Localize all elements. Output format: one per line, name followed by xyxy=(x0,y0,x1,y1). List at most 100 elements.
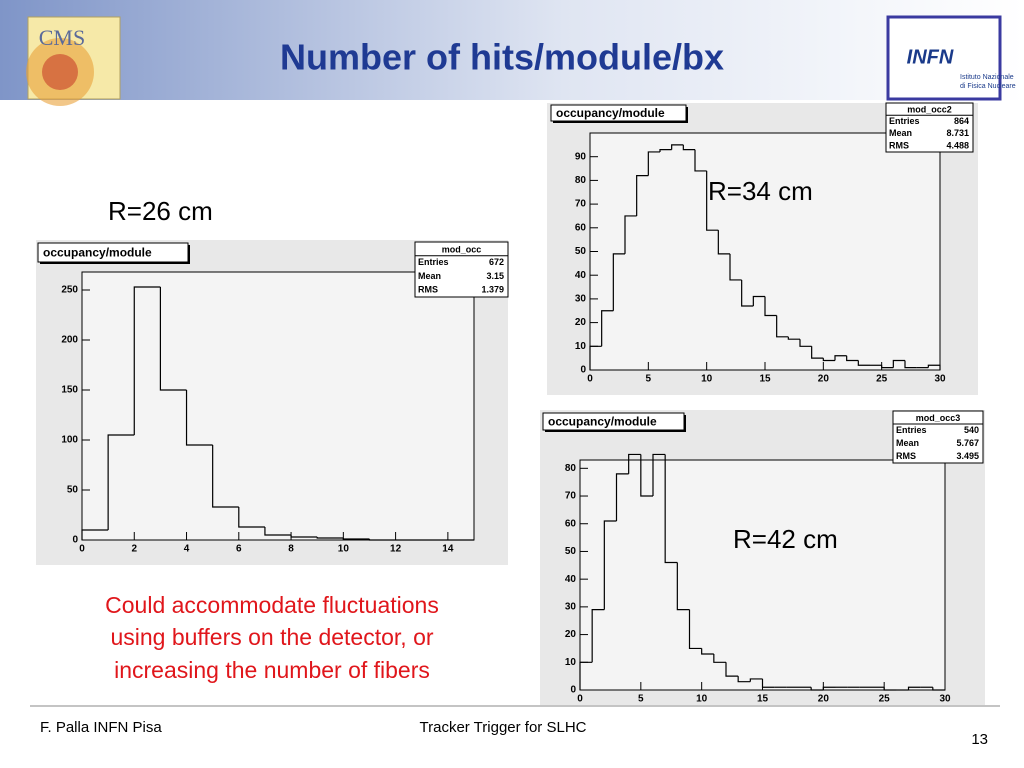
stats-box xyxy=(414,241,509,298)
x-tick-label: 30 xyxy=(934,374,946,385)
stats-name: mod_occ xyxy=(442,244,482,254)
stats-value: 540 xyxy=(964,425,979,435)
histogram-bin xyxy=(579,661,593,690)
plot-frame xyxy=(589,132,941,371)
histogram-bin xyxy=(612,253,625,311)
histogram-bin xyxy=(857,360,870,366)
histogram-bin xyxy=(701,648,714,655)
stats-value: 8.731 xyxy=(946,128,969,138)
stats-box xyxy=(885,102,974,153)
y-tick-label: 250 xyxy=(61,285,78,296)
histogram-bin xyxy=(764,296,777,317)
histogram-bin xyxy=(652,453,666,497)
plot-title: occupancy/module xyxy=(43,246,152,260)
histogram-bin xyxy=(159,287,187,391)
stats-value: 3.495 xyxy=(956,451,979,461)
infn-logo: INFN Istituto Nazionale di Fisica Nuclea… xyxy=(886,15,1016,101)
histogram-bin xyxy=(264,527,292,536)
x-tick-label: 6 xyxy=(236,544,242,555)
y-tick-label: 200 xyxy=(61,335,78,346)
logo-subtext: Istituto Nazionale xyxy=(960,74,1014,81)
y-tick-label: 150 xyxy=(61,385,78,396)
annotation: R=34 cm xyxy=(708,176,813,206)
x-tick-label: 10 xyxy=(701,374,713,385)
x-tick-label: 12 xyxy=(390,544,402,555)
histogram-bin xyxy=(603,520,617,610)
x-tick-label: 14 xyxy=(442,544,454,555)
histogram-bin xyxy=(776,315,789,338)
x-tick-label: 20 xyxy=(818,374,830,385)
slide-title: Number of hits/module/bx xyxy=(280,37,724,78)
x-tick-label: 25 xyxy=(876,374,888,385)
y-tick-label: 60 xyxy=(565,518,577,529)
histogram-bin xyxy=(927,364,941,370)
stats-value: 4.488 xyxy=(946,140,969,150)
x-tick-label: 25 xyxy=(879,694,891,705)
cms-logo: CMS xyxy=(26,16,121,106)
y-tick-label: 100 xyxy=(61,435,78,446)
histogram-bin xyxy=(676,562,690,611)
stats-label: RMS xyxy=(896,451,916,461)
x-tick-label: 30 xyxy=(939,694,951,705)
histogram-bin xyxy=(589,345,602,370)
stats-label: Entries xyxy=(418,257,449,267)
histogram-bin xyxy=(664,454,678,564)
y-tick-label: 0 xyxy=(72,535,78,546)
histogram-bin xyxy=(907,686,921,690)
histogram-bin xyxy=(822,686,836,690)
histogram-bin xyxy=(238,507,265,528)
title-box xyxy=(550,104,687,122)
y-tick-label: 20 xyxy=(575,317,587,328)
stats-name: mod_occ2 xyxy=(907,105,952,115)
histogram-bin xyxy=(185,390,213,446)
stats-value: 864 xyxy=(954,116,969,126)
plot-frame xyxy=(579,459,946,691)
stats-label: Mean xyxy=(418,271,441,281)
histogram-bin xyxy=(834,355,847,361)
histogram-bin xyxy=(591,609,605,663)
histogram-bin xyxy=(881,365,894,369)
histogram-bin xyxy=(212,445,239,508)
histogram-bin xyxy=(725,662,739,677)
histogram-bin xyxy=(892,359,905,368)
stats-label: Mean xyxy=(889,128,912,138)
histogram-bin xyxy=(729,253,742,281)
histogram-bin xyxy=(624,215,637,254)
y-tick-label: 80 xyxy=(565,463,577,474)
y-tick-label: 0 xyxy=(580,365,586,376)
y-tick-label: 50 xyxy=(575,246,587,257)
histogram-bin xyxy=(932,687,945,691)
footer-center: Tracker Trigger for SLHC xyxy=(420,719,587,736)
y-tick-label: 70 xyxy=(575,199,587,210)
plot-frame xyxy=(81,271,475,541)
histogram-bin xyxy=(342,538,370,540)
title-box xyxy=(37,242,189,263)
x-tick-label: 0 xyxy=(577,694,583,705)
stats-label: RMS xyxy=(889,140,909,150)
x-tick-label: 0 xyxy=(587,374,593,385)
y-tick-label: 80 xyxy=(575,175,587,186)
histogram-bin xyxy=(682,144,695,151)
histogram-bin xyxy=(717,230,730,255)
note-line: increasing the number of fibers xyxy=(114,657,430,683)
stats-label: RMS xyxy=(418,285,438,295)
histogram-bin xyxy=(713,653,726,663)
stats-name: mod_occ3 xyxy=(916,413,961,423)
logo-subtext: di Fisica Nucleare xyxy=(960,83,1016,90)
histogram-bin xyxy=(316,537,344,539)
stats-label: Entries xyxy=(889,116,920,126)
histogram-bin xyxy=(647,151,660,176)
histogram-bin xyxy=(752,295,765,307)
title-box xyxy=(542,412,685,431)
x-tick-label: 5 xyxy=(638,694,644,705)
histogram-bin xyxy=(659,148,672,152)
plot-title: occupancy/module xyxy=(548,415,657,429)
note-line: using buffers on the detector, or xyxy=(110,624,433,650)
histogram-bin xyxy=(290,535,318,538)
histogram-bin xyxy=(640,454,653,497)
stats-value: 3.15 xyxy=(486,271,504,281)
stats-label: Entries xyxy=(896,425,927,435)
stats-value: 5.767 xyxy=(956,438,979,448)
histogram-bin xyxy=(107,434,135,530)
y-tick-label: 70 xyxy=(565,491,577,502)
